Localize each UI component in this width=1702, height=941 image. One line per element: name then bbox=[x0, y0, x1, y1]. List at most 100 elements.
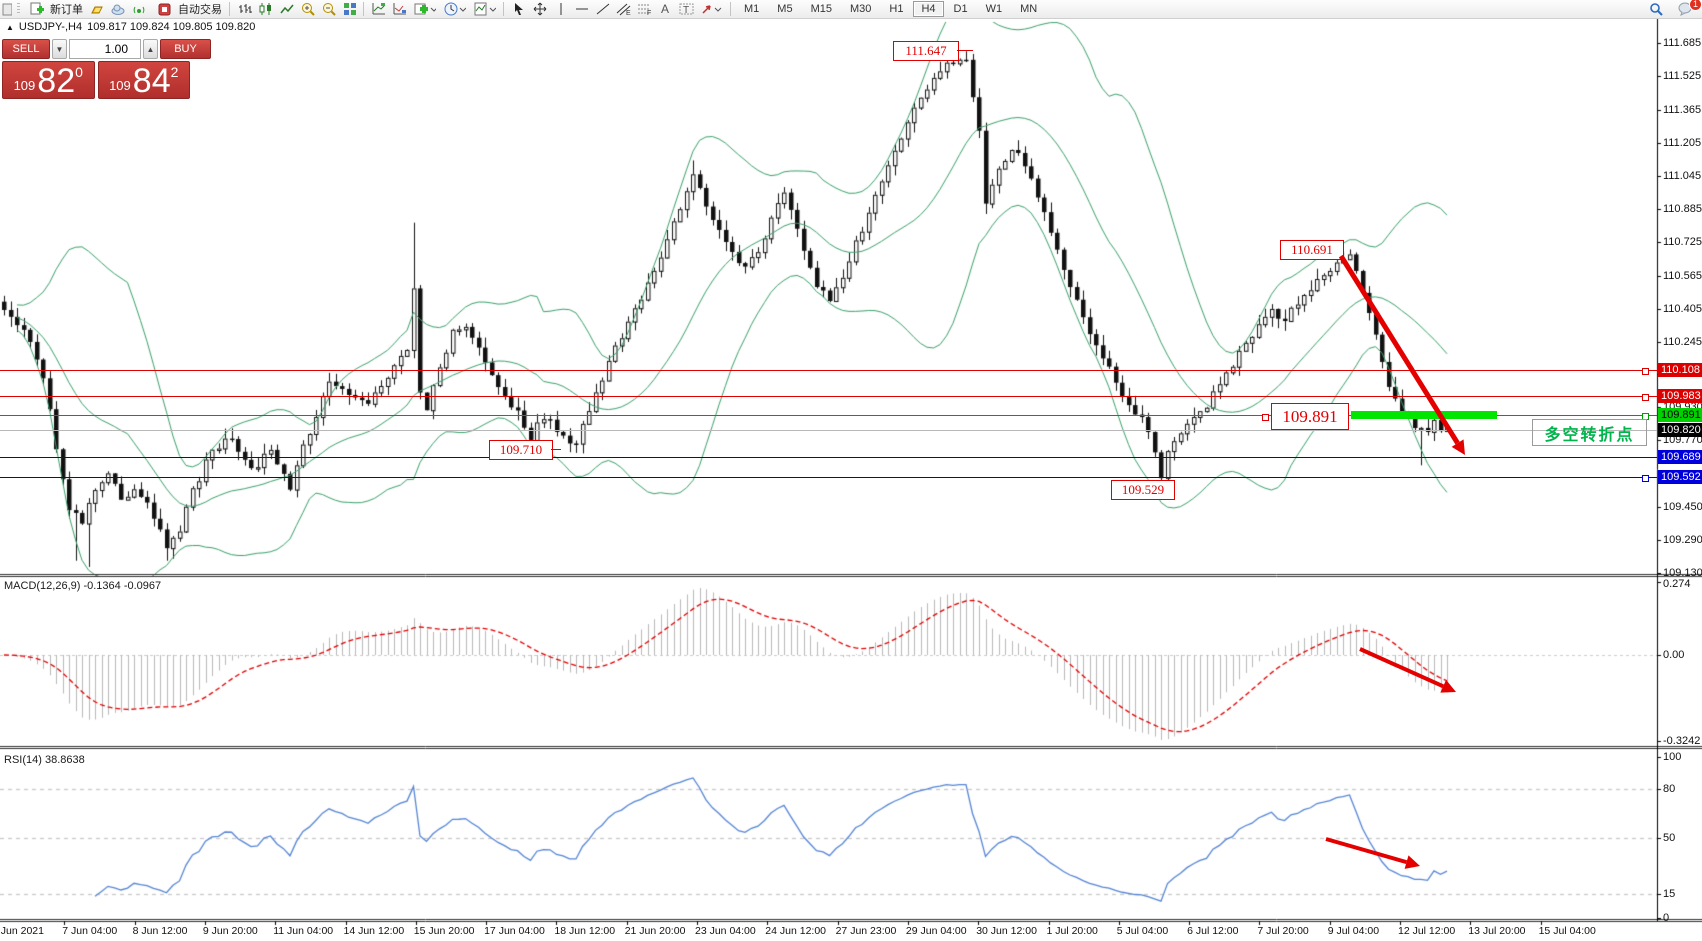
rsi-axis-tick: 50 bbox=[1663, 831, 1676, 844]
price-axis-tick: 109.130 bbox=[1663, 567, 1702, 580]
current-price-badge: 109.820 bbox=[1658, 423, 1702, 437]
toolbar-separator bbox=[229, 2, 230, 16]
sell-price-pips: 82 bbox=[37, 62, 76, 100]
fibonacci-icon[interactable]: F bbox=[634, 2, 655, 17]
arrows-icon[interactable] bbox=[697, 2, 727, 17]
horizontal-level-line[interactable] bbox=[0, 396, 1657, 397]
horizontal-level-line[interactable] bbox=[0, 477, 1657, 478]
level-price-badge: 110.108 bbox=[1658, 363, 1702, 377]
buy-price-handle: 109 bbox=[109, 78, 131, 93]
zoom-in-icon[interactable] bbox=[297, 2, 318, 17]
line-handle[interactable] bbox=[1642, 394, 1649, 401]
buy-price-point: 2 bbox=[170, 64, 179, 80]
objects-list-icon[interactable] bbox=[389, 2, 410, 17]
line-chart-icon[interactable] bbox=[276, 2, 297, 17]
trendline-icon[interactable] bbox=[592, 2, 613, 17]
text-icon[interactable]: A bbox=[655, 2, 676, 17]
indicators-window-icon[interactable] bbox=[368, 2, 389, 17]
timeframe-toolbar: M1 M5 M15 M30 H1 H4 D1 W1 MN bbox=[735, 0, 1046, 18]
volume-decrease-button[interactable]: ▼ bbox=[52, 39, 67, 59]
signals-icon[interactable] bbox=[129, 2, 150, 17]
price-axis-tick: 111.045 bbox=[1663, 169, 1702, 182]
deposit-gold-icon[interactable] bbox=[87, 2, 108, 17]
macd-axis-tick: 0.00 bbox=[1663, 648, 1685, 661]
timeframe-M1[interactable]: M1 bbox=[744, 3, 760, 15]
search-icon[interactable] bbox=[1646, 2, 1667, 17]
time-axis-label: 9 Jul 04:00 bbox=[1327, 925, 1380, 937]
level-price-badge: 109.592 bbox=[1658, 470, 1702, 484]
timeframe-M30[interactable]: M30 bbox=[849, 3, 872, 15]
chart-partial-icon[interactable] bbox=[0, 2, 15, 17]
vertical-line-icon[interactable] bbox=[550, 2, 571, 17]
toolbar-separator bbox=[730, 2, 731, 16]
time-axis-label: 7 Jul 20:00 bbox=[1257, 925, 1309, 937]
volume-input[interactable] bbox=[69, 39, 141, 59]
candlestick-chart-icon[interactable] bbox=[255, 2, 276, 17]
crosshair-icon[interactable] bbox=[529, 2, 550, 17]
level-price-badge: 109.891 bbox=[1658, 408, 1702, 422]
buy-button[interactable]: BUY bbox=[160, 39, 211, 59]
equidistant-channel-icon[interactable]: E bbox=[613, 2, 634, 17]
periods-clock-icon[interactable] bbox=[440, 2, 470, 17]
time-axis-label: 14 Jun 12:00 bbox=[343, 925, 405, 937]
chart-price-label[interactable]: 110.691 bbox=[1280, 240, 1344, 260]
templates-icon[interactable] bbox=[470, 2, 500, 17]
time-axis-label: 18 Jun 12:00 bbox=[554, 925, 616, 937]
horizontal-level-line[interactable] bbox=[0, 457, 1657, 458]
chart-price-label[interactable]: 111.647 bbox=[893, 41, 959, 61]
sell-price-display[interactable]: 109 82 0 bbox=[2, 61, 95, 99]
rsi-header: RSI(14) 38.8638 bbox=[4, 754, 85, 766]
add-indicator-icon[interactable] bbox=[410, 2, 440, 17]
horizontal-level-line[interactable] bbox=[0, 370, 1657, 371]
svg-text:E: E bbox=[626, 10, 631, 16]
text-label-icon[interactable]: T bbox=[676, 2, 697, 17]
time-axis-label: 11 Jun 04:00 bbox=[273, 925, 334, 937]
price-axis-tick: 110.405 bbox=[1663, 302, 1702, 315]
bar-chart-icon[interactable] bbox=[234, 2, 255, 17]
timeframe-M5[interactable]: M5 bbox=[777, 3, 793, 15]
tile-windows-icon[interactable] bbox=[339, 2, 360, 17]
zoom-out-icon[interactable] bbox=[318, 2, 339, 17]
volume-increase-button[interactable]: ▲ bbox=[143, 39, 158, 59]
community-cloud-icon[interactable] bbox=[108, 2, 129, 17]
symbol-triangle-icon: ▲ bbox=[6, 22, 14, 32]
chart-price-label[interactable]: 109.891 bbox=[1271, 403, 1349, 430]
timeframe-D1[interactable]: D1 bbox=[953, 3, 968, 15]
svg-text:T: T bbox=[683, 5, 689, 16]
time-axis-label: 29 Jun 04:00 bbox=[905, 925, 967, 937]
macd-header: MACD(12,26,9) -0.1364 -0.0967 bbox=[4, 580, 162, 592]
sell-button[interactable]: SELL bbox=[2, 39, 50, 59]
time-axis-label: 30 Jun 12:00 bbox=[976, 925, 1037, 937]
macd-axis-tick: -0.3242 bbox=[1663, 735, 1701, 747]
horizontal-line-icon[interactable] bbox=[571, 2, 592, 17]
cursor-icon[interactable] bbox=[508, 2, 529, 17]
chart-price-label[interactable]: 109.529 bbox=[1111, 480, 1175, 500]
line-handle[interactable] bbox=[1642, 475, 1649, 482]
timeframe-H1[interactable]: H1 bbox=[889, 3, 904, 15]
level-price-badge: 109.983 bbox=[1658, 389, 1702, 403]
line-handle[interactable] bbox=[1642, 368, 1649, 375]
horizontal-level-line[interactable] bbox=[0, 415, 1657, 416]
timeframe-W1[interactable]: W1 bbox=[985, 3, 1003, 15]
time-axis-label: 9 Jun 20:00 bbox=[202, 925, 258, 937]
time-axis-label: 17 Jun 04:00 bbox=[484, 925, 545, 937]
support-zone-bar[interactable] bbox=[1351, 411, 1497, 419]
label-anchor bbox=[1262, 413, 1269, 421]
timeframe-H4[interactable]: H4 bbox=[913, 1, 944, 17]
price-axis-tick: 110.565 bbox=[1663, 269, 1702, 282]
timeframe-M15[interactable]: M15 bbox=[810, 3, 832, 15]
price-axis-tick: 111.525 bbox=[1663, 70, 1702, 83]
time-axis-label: 21 Jun 20:00 bbox=[624, 925, 686, 937]
price-axis-tick: 110.725 bbox=[1663, 236, 1702, 249]
rsi-axis-tick: 100 bbox=[1663, 751, 1682, 763]
timeframe-MN[interactable]: MN bbox=[1020, 3, 1038, 15]
annotation-text[interactable]: 多空转折点 bbox=[1532, 419, 1647, 446]
time-axis-label: 6 Jul 12:00 bbox=[1187, 925, 1239, 937]
news-bubble-icon[interactable]: 1 bbox=[1675, 0, 1702, 17]
chart-price-label[interactable]: 109.710 bbox=[489, 440, 553, 460]
new-order-button[interactable]: 新订单 bbox=[22, 0, 87, 18]
current-price-line[interactable] bbox=[0, 430, 1657, 431]
auto-trading-button[interactable]: 自动交易 bbox=[150, 0, 226, 18]
buy-price-display[interactable]: 109 84 2 bbox=[97, 61, 190, 99]
